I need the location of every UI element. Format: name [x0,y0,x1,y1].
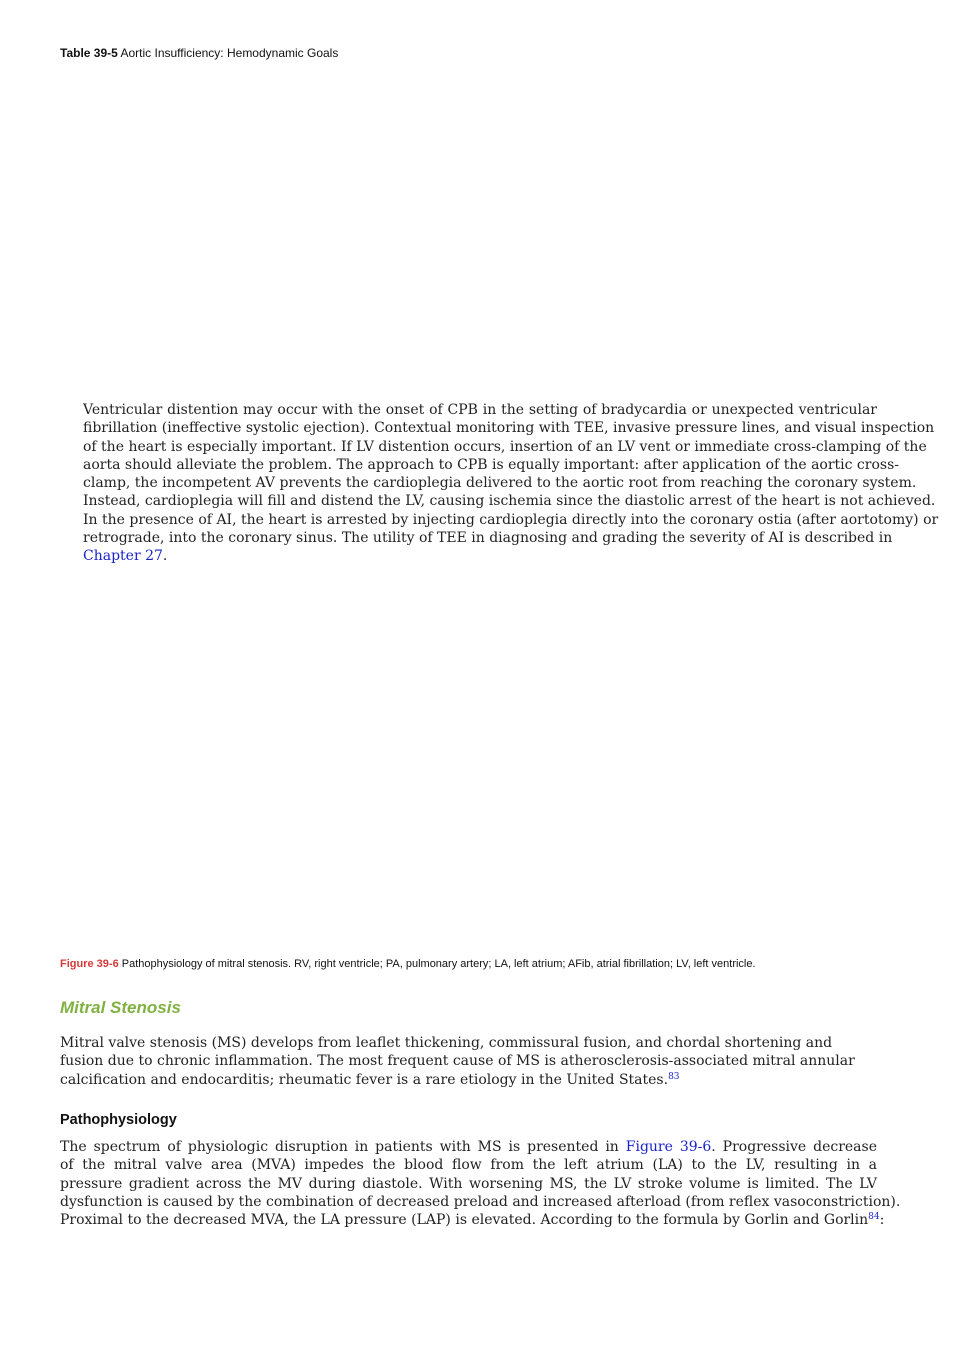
line-text: Proximal to the decreased MVA, the LA pr… [60,1212,869,1229]
paragraph-line: clamp, the incompetent AV prevents the c… [83,475,917,492]
paragraph-line: dysfunction is caused by the combination… [60,1193,901,1210]
paragraph-line: Proximal to the decreased MVA, the LA pr… [60,1211,884,1229]
mitral-stenosis-paragraph: Mitral valve stenosis (MS) develops from… [60,1034,855,1089]
paragraph-line: Instead, cardioplegia will fill and dist… [83,493,936,510]
paragraph-line: aorta should alleviate the problem. The … [83,456,899,473]
paragraph-line: of the heart is especially important. If… [83,438,927,455]
line-text: The spectrum of physiologic disruption i… [60,1139,626,1155]
figure-number: Figure 39-6 [60,958,119,970]
line-text: . Progressive decrease [711,1139,877,1155]
line-text: calcification and endocarditis; rheumati… [60,1071,669,1088]
paragraph-line: Mitral valve stenosis (MS) develops from… [60,1035,833,1051]
table-caption: Table 39-5 Aortic Insufficiency: Hemodyn… [60,46,338,60]
paragraph-line: Ventricular distention may occur with th… [83,402,877,418]
paragraph-line: calcification and endocarditis; rheumati… [60,1071,820,1089]
table-number: Table 39-5 [60,46,118,60]
pathophysiology-paragraph: The spectrum of physiologic disruption i… [60,1138,901,1229]
paragraph-line: pressure gradient across the MV during d… [60,1175,877,1192]
paragraph-line: retrograde, into the coronary sinus. The… [83,530,893,547]
reference-84-link[interactable]: 84 [868,1212,880,1223]
paragraph-line: Chapter 27. [60,547,877,565]
figure-caption-text: Pathophysiology of mitral stenosis. RV, … [121,958,756,970]
paragraph-line: fusion due to chronic inflammation. The … [60,1053,855,1070]
pathophysiology-heading: Pathophysiology [60,1112,177,1128]
chapter-27-link[interactable]: Chapter 27 [83,548,163,565]
paragraph-line: In the presence of AI, the heart is arre… [83,511,939,528]
figure-39-6-link[interactable]: Figure 39-6 [625,1139,712,1155]
ventricular-distention-paragraph: Ventricular distention may occur with th… [60,401,939,566]
table-title: Aortic Insufficiency: Hemodynamic Goals [120,46,339,60]
figure-caption: Figure 39-6 Pathophysiology of mitral st… [60,958,756,970]
mitral-stenosis-heading: Mitral Stenosis [60,998,181,1017]
paragraph-line: The spectrum of physiologic disruption i… [60,1138,877,1156]
end-punctuation: . [162,548,168,565]
end-punctuation: : [879,1212,885,1229]
paragraph-line: of the mitral valve area (MVA) impedes t… [60,1157,877,1174]
paragraph-line: fibrillation (ineffective systolic eject… [83,420,935,437]
reference-83-link[interactable]: 83 [668,1071,680,1082]
